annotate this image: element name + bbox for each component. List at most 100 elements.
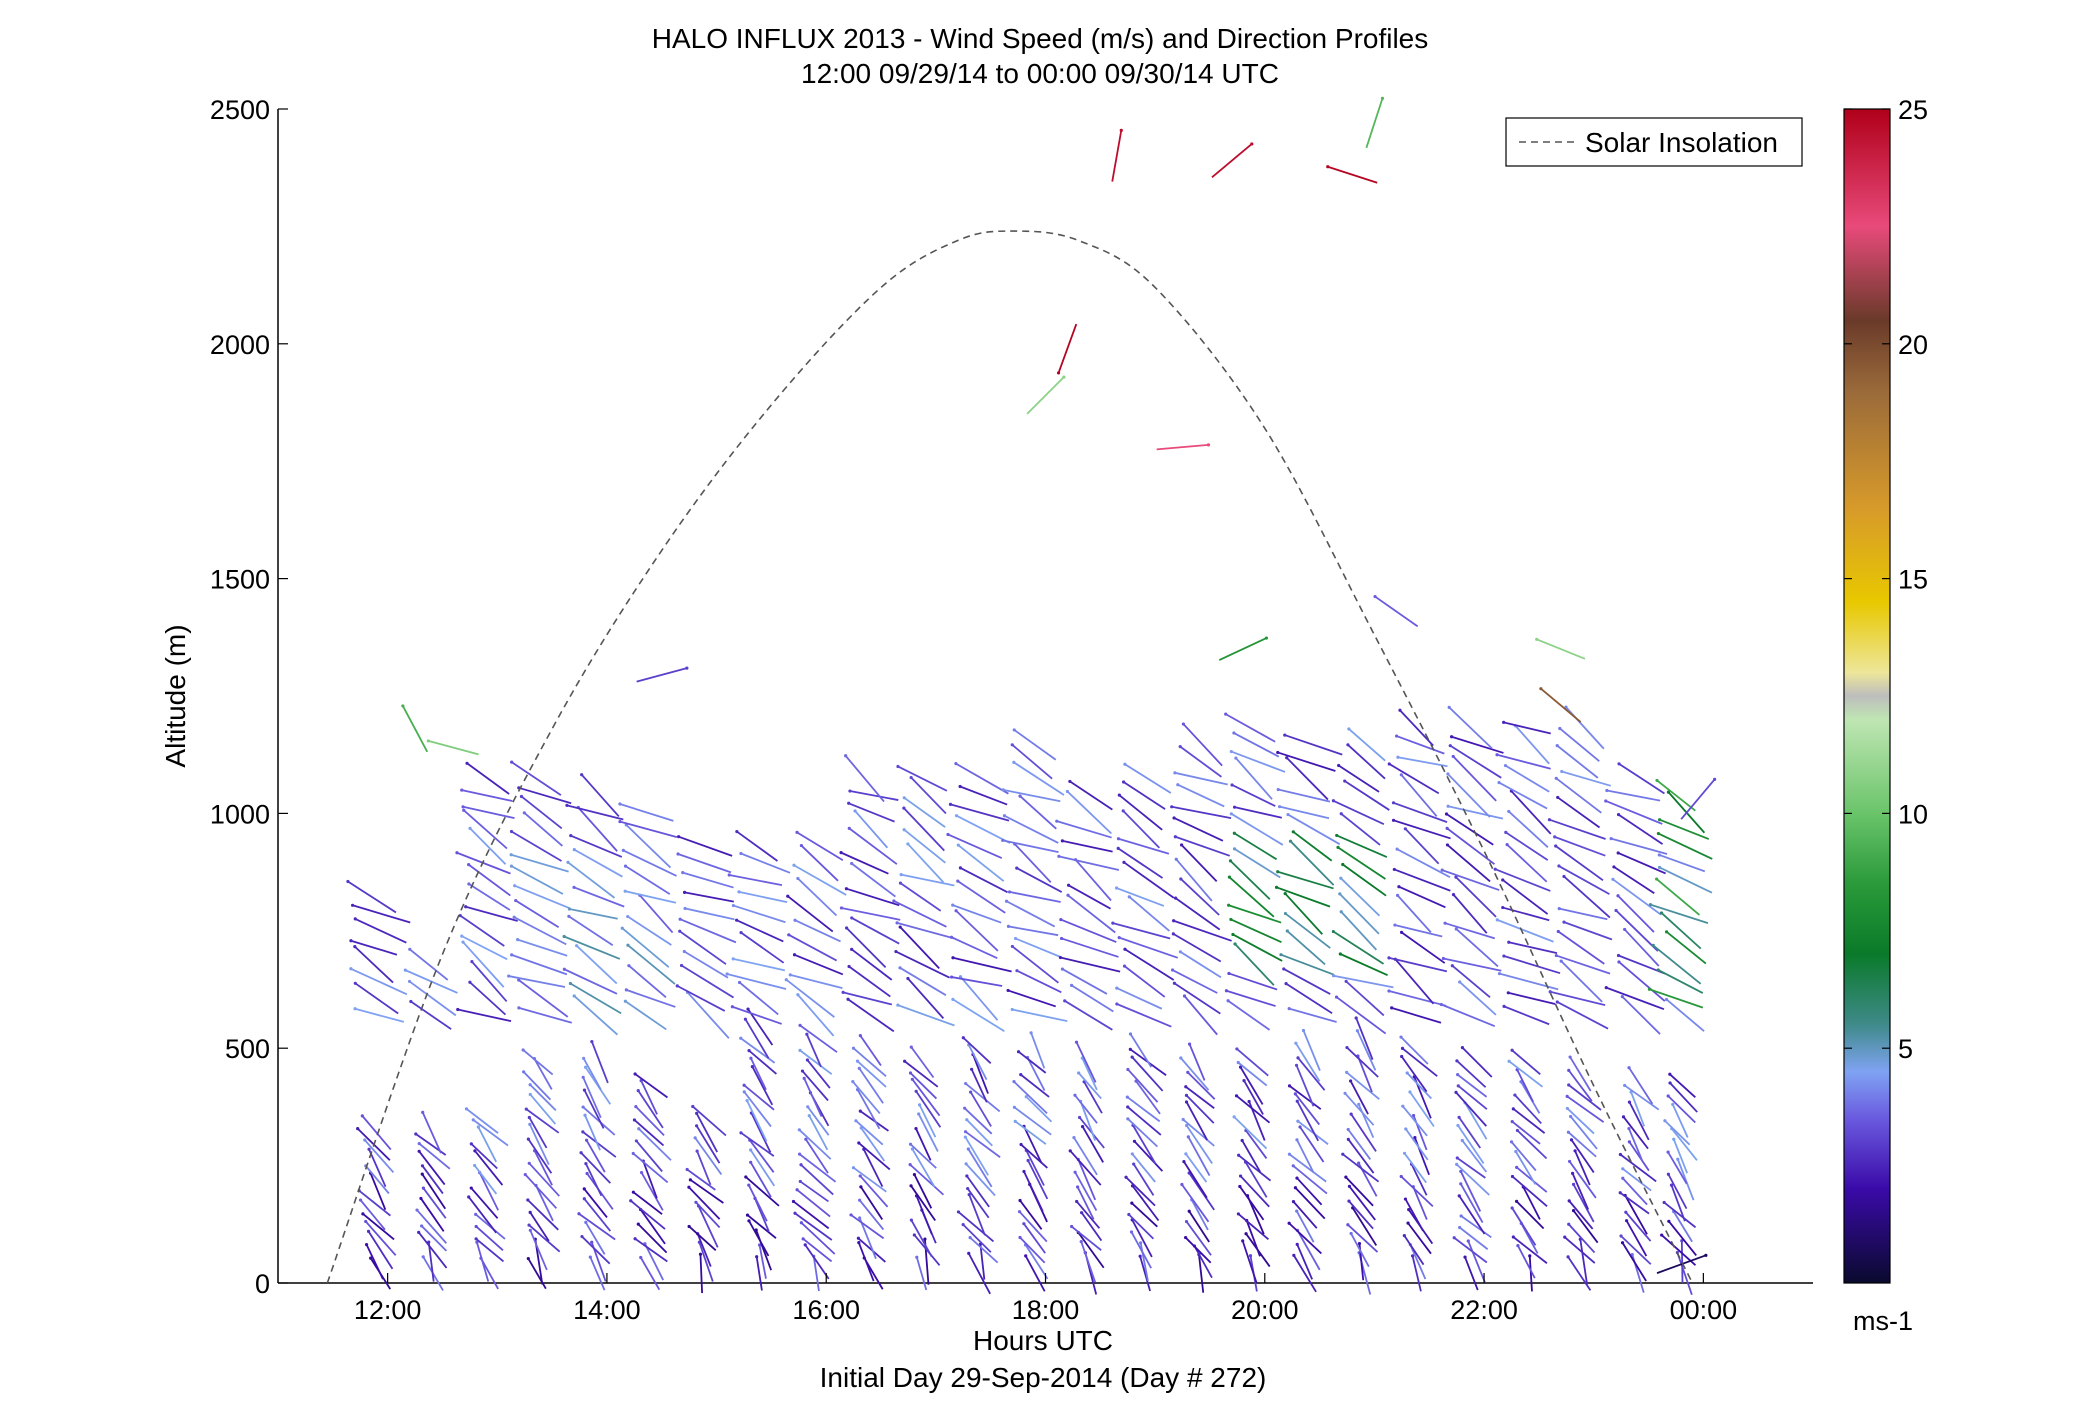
wind-vector bbox=[465, 905, 518, 922]
wind-vector bbox=[799, 1049, 833, 1075]
wind-vector-tip bbox=[967, 1192, 971, 1197]
wind-vector-tip bbox=[458, 914, 462, 918]
wind-vector-tip bbox=[577, 1212, 581, 1216]
wind-vector bbox=[417, 1231, 448, 1269]
wind-vector bbox=[1508, 991, 1556, 1005]
wind-vector bbox=[563, 968, 618, 995]
wind-vector bbox=[790, 973, 843, 990]
wind-vector-tip bbox=[1555, 1000, 1559, 1004]
wind-vector bbox=[1339, 893, 1380, 935]
wind-vector-tip bbox=[1621, 1115, 1626, 1119]
wind-vector bbox=[1622, 1168, 1652, 1192]
wind-vector-tip bbox=[1511, 1107, 1515, 1111]
wind-vector-tip bbox=[1247, 1099, 1251, 1104]
wind-vector bbox=[461, 789, 513, 802]
wind-vector bbox=[627, 944, 676, 985]
wind-vector-tip bbox=[1226, 999, 1230, 1003]
wind-vector-tip bbox=[1172, 981, 1176, 985]
wind-vector bbox=[634, 1073, 668, 1099]
wind-vector bbox=[812, 1256, 820, 1292]
wind-vector bbox=[802, 1238, 833, 1263]
wind-vector-tip bbox=[797, 1128, 801, 1132]
wind-vector bbox=[1077, 1159, 1097, 1201]
wind-vector bbox=[1187, 1136, 1211, 1177]
wind-vector-tip bbox=[1115, 986, 1119, 990]
wind-vector-tip bbox=[364, 1243, 369, 1247]
wind-vector bbox=[848, 965, 891, 998]
wind-vector-tip bbox=[528, 1092, 532, 1097]
wind-vector-tip bbox=[1556, 929, 1560, 934]
wind-vector-tip bbox=[787, 933, 791, 937]
wind-vector bbox=[909, 1072, 938, 1100]
wind-vector bbox=[520, 795, 563, 830]
wind-vector bbox=[1198, 1254, 1205, 1293]
wind-vector bbox=[1283, 968, 1331, 995]
wind-vector bbox=[1276, 886, 1331, 908]
wind-vector-tip bbox=[461, 805, 465, 809]
wind-vector bbox=[476, 1242, 490, 1282]
wind-vector bbox=[1398, 885, 1446, 909]
wind-vector bbox=[1347, 1138, 1375, 1174]
wind-vector-tip bbox=[1408, 1090, 1412, 1094]
wind-vector bbox=[513, 916, 567, 946]
wind-vector-tip bbox=[956, 1210, 961, 1214]
wind-vector-tip bbox=[1616, 894, 1620, 898]
wind-vector-tip bbox=[1666, 1150, 1670, 1154]
wind-vector bbox=[683, 950, 729, 979]
wind-vector-tip bbox=[851, 1166, 856, 1170]
wind-vector-tip bbox=[512, 915, 516, 919]
wind-vector-tip bbox=[1397, 885, 1401, 889]
wind-vector bbox=[1669, 1073, 1696, 1098]
wind-vector-tip bbox=[1513, 1093, 1517, 1097]
wind-vector bbox=[1449, 744, 1502, 779]
wind-vector bbox=[893, 900, 947, 928]
wind-vector-tip bbox=[1184, 1152, 1188, 1156]
wind-vector-tip bbox=[1080, 1211, 1084, 1215]
wind-vector-tip bbox=[688, 1178, 693, 1182]
wind-vector bbox=[640, 1172, 664, 1211]
wind-vector-tip bbox=[363, 1138, 367, 1142]
x-tick-label: 12:00 bbox=[354, 1295, 422, 1325]
wind-vector-tip bbox=[1617, 762, 1621, 766]
wind-vector-tip bbox=[1611, 877, 1615, 881]
wind-vector-tip bbox=[623, 999, 627, 1003]
wind-vector-tip bbox=[1019, 1142, 1023, 1147]
wind-vector bbox=[979, 1244, 986, 1280]
wind-vector-tip bbox=[802, 1076, 806, 1080]
wind-vector-tip bbox=[1349, 1231, 1353, 1236]
wind-vector bbox=[794, 1212, 833, 1241]
wind-vector-tip bbox=[1456, 1123, 1460, 1128]
wind-vector bbox=[1505, 764, 1550, 793]
wind-vector-tip bbox=[1510, 1174, 1515, 1179]
wind-vector bbox=[1074, 1094, 1098, 1124]
wind-vector-tip bbox=[509, 829, 514, 834]
wind-vector-tip bbox=[1454, 927, 1458, 931]
wind-vector-tip bbox=[1185, 1123, 1189, 1128]
wind-vector bbox=[642, 1160, 658, 1199]
wind-vector bbox=[785, 978, 835, 1018]
wind-vector bbox=[1350, 1113, 1377, 1152]
wind-vector bbox=[367, 1230, 394, 1270]
wind-vector-tip bbox=[468, 826, 472, 830]
wind-vector bbox=[1118, 837, 1170, 855]
y-tick-label: 1500 bbox=[210, 565, 270, 595]
wind-vector-tip bbox=[1504, 830, 1508, 834]
wind-vector-tip bbox=[1126, 1105, 1130, 1109]
wind-vector-tip bbox=[737, 890, 741, 894]
wind-vector bbox=[1340, 911, 1378, 951]
wind-vector bbox=[1019, 795, 1057, 830]
wind-vector-tip bbox=[963, 1130, 968, 1134]
wind-vector-tip bbox=[946, 832, 950, 837]
wind-vector bbox=[1077, 1231, 1105, 1269]
wind-vector bbox=[1297, 1057, 1326, 1091]
wind-vector-tip bbox=[1658, 818, 1662, 822]
wind-vector-tip bbox=[1441, 956, 1445, 961]
wind-vector-tip bbox=[1571, 1171, 1575, 1175]
wind-vector bbox=[1218, 637, 1267, 661]
wind-vector-tip bbox=[1029, 1031, 1033, 1035]
wind-vector-tip bbox=[1647, 987, 1652, 991]
wind-vector bbox=[1394, 924, 1443, 938]
wind-vector bbox=[1446, 813, 1494, 846]
wind-vector bbox=[583, 1188, 608, 1219]
wind-vector bbox=[1023, 1171, 1044, 1212]
